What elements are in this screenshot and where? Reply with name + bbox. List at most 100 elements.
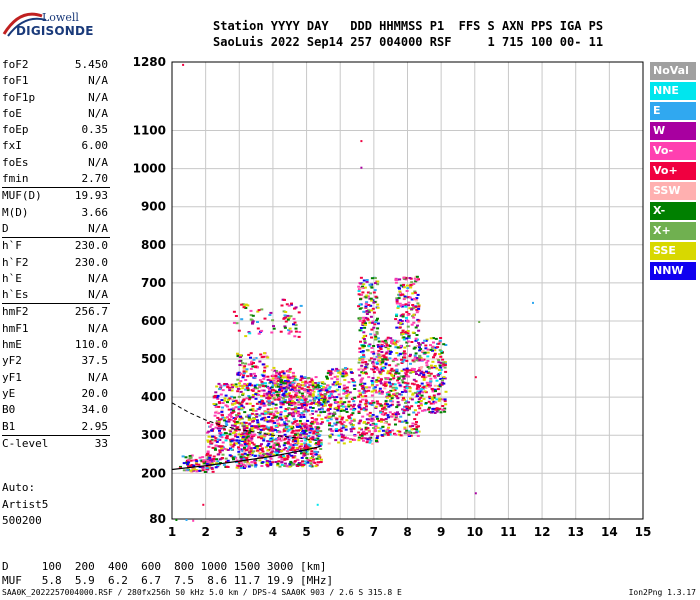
- echo-point: [275, 372, 278, 375]
- echo-point: [205, 462, 209, 465]
- echo-point: [300, 432, 304, 434]
- echo-point: [339, 401, 343, 404]
- echo-point: [378, 371, 382, 374]
- echo-point: [246, 383, 250, 385]
- echo-point: [362, 430, 366, 433]
- echo-point: [350, 371, 353, 374]
- echo-point: [275, 419, 279, 422]
- echo-point: [342, 392, 346, 395]
- echo-point: [280, 450, 284, 453]
- plot-frame: [171, 61, 644, 520]
- echo-point: [308, 444, 312, 447]
- echo-point: [382, 406, 386, 409]
- echo-point: [286, 376, 290, 379]
- echo-point: [192, 519, 195, 522]
- echo-point: [320, 403, 324, 406]
- param-name: hmE: [2, 338, 22, 352]
- echo-point: [443, 364, 447, 367]
- echo-point: [360, 437, 364, 440]
- echo-point: [309, 453, 313, 455]
- echo-point: [250, 389, 254, 392]
- echo-point: [417, 305, 421, 308]
- echo-point: [369, 333, 373, 336]
- echo-point: [267, 397, 271, 400]
- echo-point: [365, 310, 369, 312]
- echo-point: [216, 438, 220, 441]
- echo-point: [349, 408, 353, 411]
- echo-point: [308, 431, 312, 434]
- echo-point: [240, 404, 244, 407]
- echo-point: [234, 399, 238, 402]
- echo-point: [290, 412, 294, 415]
- echo-point: [268, 382, 272, 385]
- echo-point: [342, 426, 346, 429]
- echo-point: [292, 411, 296, 414]
- echo-point: [236, 436, 240, 439]
- echo-point: [383, 429, 387, 432]
- echo-point: [411, 422, 415, 425]
- echo-point: [377, 345, 380, 348]
- echo-point: [251, 322, 254, 325]
- echo-point: [431, 345, 435, 348]
- echo-point: [315, 457, 319, 460]
- echo-point: [335, 367, 339, 370]
- echo-point: [370, 309, 373, 312]
- echo-point: [262, 371, 266, 374]
- echo-point: [267, 411, 270, 414]
- echo-point: [254, 426, 258, 429]
- echo-point: [323, 397, 327, 400]
- echo-point: [385, 338, 389, 341]
- echo-point: [402, 412, 406, 415]
- echo-point: [251, 420, 255, 422]
- echo-point: [210, 462, 214, 465]
- echo-point: [387, 423, 391, 426]
- echo-point: [351, 380, 355, 383]
- echo-point: [357, 406, 361, 409]
- param-name: foF1p: [2, 90, 36, 104]
- echo-point: [286, 314, 290, 317]
- echo-point: [214, 444, 218, 447]
- echo-point: [242, 370, 246, 373]
- echo-point: [281, 403, 285, 406]
- echo-point: [432, 341, 435, 344]
- echo-point: [250, 460, 254, 463]
- x-tick-label: 6: [336, 525, 344, 539]
- echo-point: [408, 390, 412, 393]
- echo-point: [250, 360, 254, 363]
- echo-point: [375, 380, 379, 383]
- echo-point: [246, 453, 250, 456]
- echo-point: [228, 389, 232, 392]
- echo-point: [287, 413, 291, 416]
- echo-point: [268, 314, 272, 316]
- echo-point: [410, 367, 414, 370]
- echo-point: [269, 413, 273, 416]
- echo-point: [304, 460, 308, 463]
- echo-point: [272, 379, 276, 382]
- param-name: foE: [2, 106, 22, 120]
- echo-point: [240, 401, 244, 404]
- echo-point: [241, 362, 244, 365]
- echo-point: [411, 307, 415, 310]
- echo-point: [440, 383, 444, 386]
- echo-point: [252, 388, 256, 391]
- echo-point: [319, 461, 323, 463]
- echo-point: [377, 420, 381, 422]
- echo-point: [362, 310, 366, 313]
- echo-point: [409, 397, 413, 400]
- echo-point: [227, 420, 231, 423]
- echo-point: [329, 434, 333, 437]
- echo-point: [238, 364, 242, 366]
- echo-point: [343, 378, 347, 381]
- echo-point: [182, 63, 185, 66]
- echo-point: [406, 332, 410, 335]
- echo-point: [351, 426, 355, 429]
- echo-point: [433, 412, 437, 414]
- echo-point: [273, 421, 277, 424]
- echo-point: [338, 415, 342, 418]
- echo-point: [440, 351, 444, 354]
- echo-point: [421, 391, 425, 394]
- echo-point: [244, 438, 248, 441]
- echo-point: [201, 456, 205, 459]
- echo-point: [418, 384, 422, 387]
- echo-point: [219, 386, 223, 388]
